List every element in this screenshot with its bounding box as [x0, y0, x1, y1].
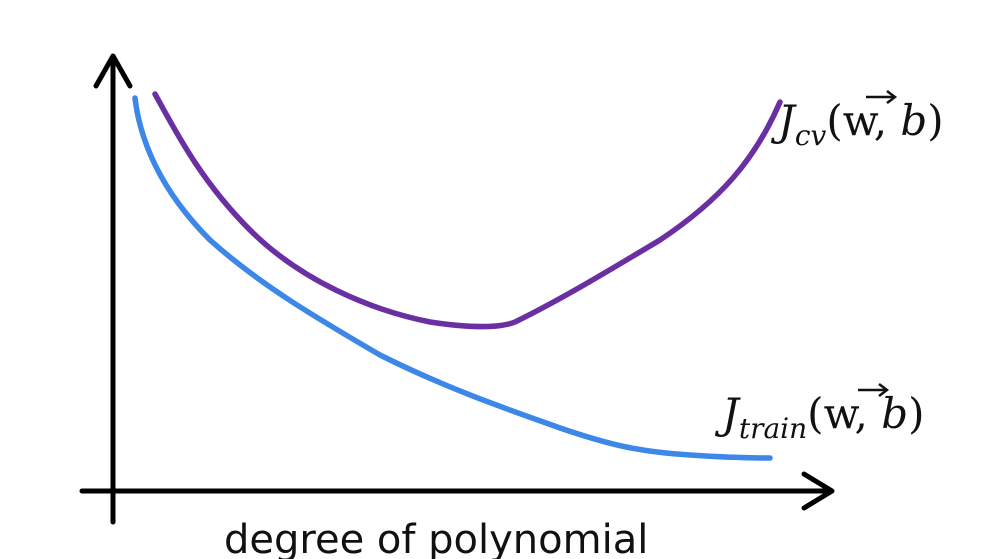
cv-vector-arrow-icon	[866, 90, 898, 104]
train-label-scalar-var: b	[881, 389, 908, 438]
cv-label-sub: cv	[795, 119, 827, 152]
y-axis-arrowhead	[93, 53, 133, 89]
cv-error-curve	[152, 91, 783, 330]
x-axis-caption: degree of polynomial	[224, 517, 648, 559]
train-error-curve	[132, 95, 773, 461]
train-label-vector-var: w	[824, 389, 860, 438]
train-label-main: J	[714, 389, 741, 438]
cv-label-vector-var: w	[843, 96, 879, 145]
train-vector-arrow-icon	[858, 383, 890, 397]
train-label-sub: train	[739, 412, 807, 445]
x-axis-arrowhead	[801, 471, 835, 511]
cv-label-scalar-var: b	[900, 96, 927, 145]
train-curve-label: Jtrain(w, b)	[714, 389, 925, 445]
cv-curve-label: Jcv(w, b)	[770, 96, 944, 152]
